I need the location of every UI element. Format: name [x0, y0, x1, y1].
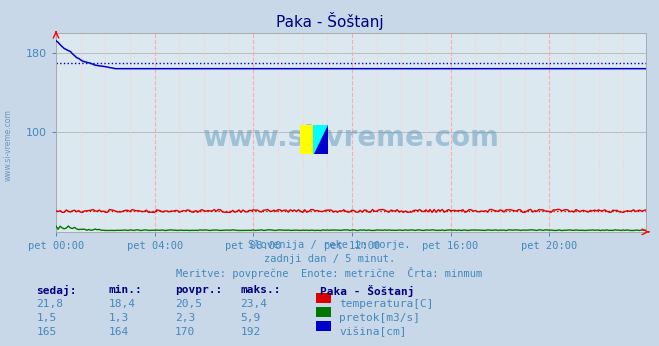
Text: maks.:: maks.: [241, 285, 281, 295]
Text: 5,9: 5,9 [241, 313, 261, 323]
Text: Paka - Šoštanj: Paka - Šoštanj [320, 285, 414, 298]
Text: 21,8: 21,8 [36, 299, 63, 309]
Text: povpr.:: povpr.: [175, 285, 222, 295]
Text: 2,3: 2,3 [175, 313, 195, 323]
Text: zadnji dan / 5 minut.: zadnji dan / 5 minut. [264, 254, 395, 264]
Text: 170: 170 [175, 327, 195, 337]
Text: Meritve: povprečne  Enote: metrične  Črta: minmum: Meritve: povprečne Enote: metrične Črta:… [177, 267, 482, 279]
Text: 20,5: 20,5 [175, 299, 202, 309]
Text: Slovenija / reke in morje.: Slovenija / reke in morje. [248, 240, 411, 251]
Text: www.si-vreme.com: www.si-vreme.com [4, 109, 13, 181]
Text: višina[cm]: višina[cm] [339, 327, 407, 337]
Text: 1,3: 1,3 [109, 313, 129, 323]
Text: 192: 192 [241, 327, 261, 337]
Text: sedaj:: sedaj: [36, 285, 76, 297]
Text: 1,5: 1,5 [36, 313, 57, 323]
Polygon shape [314, 125, 328, 154]
Text: pretok[m3/s]: pretok[m3/s] [339, 313, 420, 323]
Polygon shape [300, 125, 314, 154]
Text: 23,4: 23,4 [241, 299, 268, 309]
Text: 165: 165 [36, 327, 57, 337]
Text: 164: 164 [109, 327, 129, 337]
Text: Paka - Šoštanj: Paka - Šoštanj [275, 12, 384, 30]
Text: temperatura[C]: temperatura[C] [339, 299, 434, 309]
Text: min.:: min.: [109, 285, 142, 295]
Text: www.si-vreme.com: www.si-vreme.com [202, 124, 500, 152]
Text: 18,4: 18,4 [109, 299, 136, 309]
Polygon shape [314, 125, 328, 154]
